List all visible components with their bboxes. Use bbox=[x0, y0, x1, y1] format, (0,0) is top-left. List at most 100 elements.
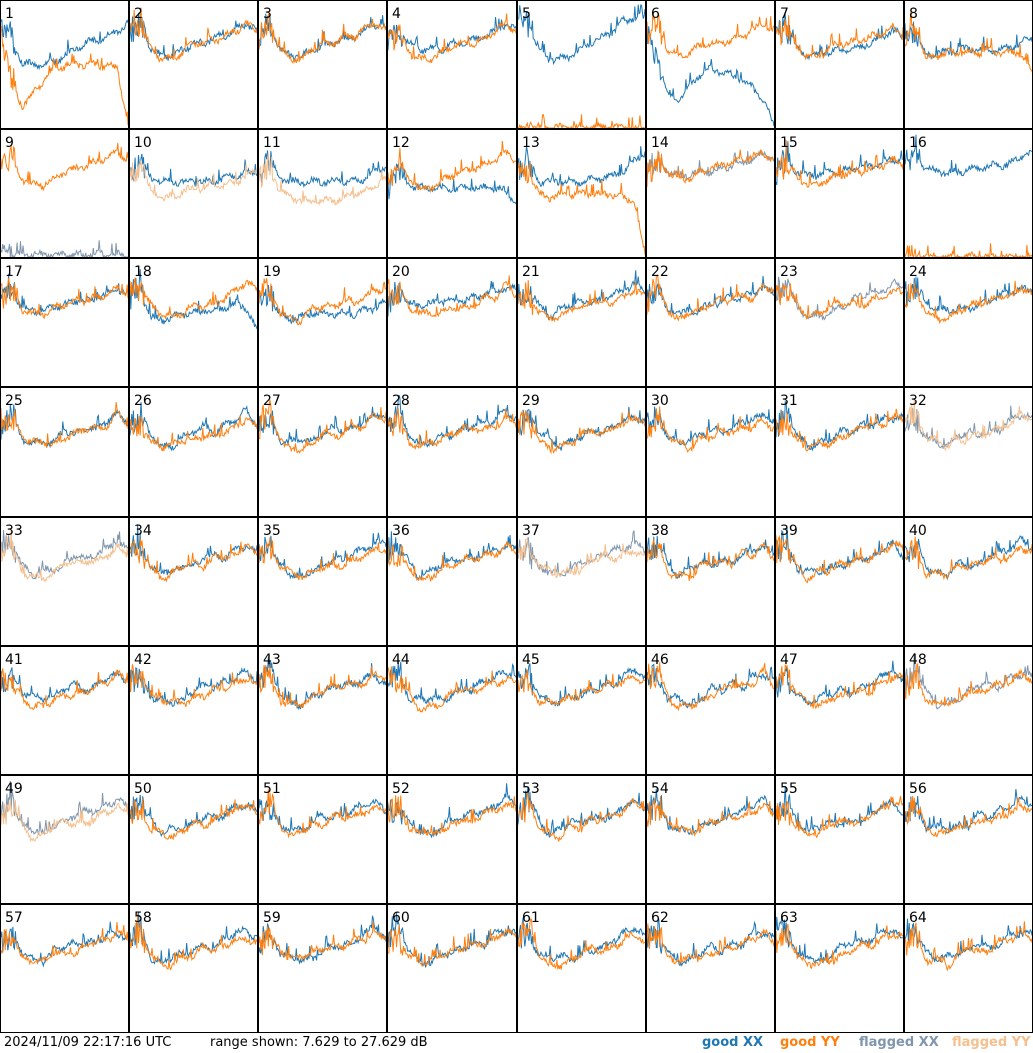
panel-22-yy-series bbox=[646, 274, 775, 322]
panel-64-yy-series bbox=[904, 921, 1033, 972]
panel-62-frame bbox=[646, 904, 775, 1033]
panel-63: 63 bbox=[775, 904, 904, 1033]
panel-18-yy-series bbox=[129, 277, 258, 319]
panel-45-label: 45 bbox=[522, 652, 540, 668]
panel-4: 4 bbox=[387, 0, 517, 129]
panel-1-label: 1 bbox=[5, 6, 14, 22]
panel-35-label: 35 bbox=[263, 523, 281, 539]
panel-11: 11 bbox=[258, 129, 387, 258]
legend-flagged-yy: flagged YY bbox=[952, 1035, 1031, 1050]
panel-39-frame bbox=[775, 517, 904, 646]
panel-51: 51 bbox=[258, 775, 387, 904]
panel-49-yy-series bbox=[0, 797, 129, 842]
panel-21: 21 bbox=[517, 258, 646, 387]
panel-10: 10 bbox=[129, 129, 258, 258]
panel-25-label: 25 bbox=[5, 393, 23, 409]
panel-41-yy-series bbox=[0, 668, 129, 711]
panel-4-xx-series bbox=[387, 17, 517, 55]
panel-44-yy-series bbox=[387, 666, 517, 713]
panel-64-label: 64 bbox=[909, 910, 927, 926]
panel-60-xx-series bbox=[387, 912, 517, 969]
panel-5-yy-series bbox=[518, 114, 645, 129]
panel-38-xx-series bbox=[646, 535, 775, 579]
panel-56: 56 bbox=[904, 775, 1033, 904]
panel-30: 30 bbox=[646, 387, 775, 517]
panel-43-yy-series bbox=[258, 664, 386, 709]
panel-64: 64 bbox=[904, 904, 1033, 1033]
panel-6-xx-series bbox=[646, 26, 775, 127]
panel-23: 23 bbox=[775, 258, 904, 387]
panel-32-yy-series bbox=[904, 398, 1033, 452]
panel-42-xx-series bbox=[129, 666, 258, 707]
panel-25-yy-series bbox=[0, 402, 129, 448]
panel-11-xx-series bbox=[258, 150, 387, 189]
panel-20: 20 bbox=[387, 258, 517, 387]
panel-27-frame bbox=[258, 387, 387, 517]
panel-49-frame bbox=[0, 775, 129, 904]
panel-29-frame bbox=[517, 387, 646, 517]
panel-2: 2 bbox=[129, 0, 258, 129]
panel-39-yy-series bbox=[775, 534, 904, 584]
panel-38: 38 bbox=[646, 517, 775, 646]
panel-50: 50 bbox=[129, 775, 258, 904]
panel-12-frame bbox=[387, 129, 517, 258]
panel-33-yy-series bbox=[0, 528, 129, 583]
panel-32-xx-series bbox=[904, 405, 1033, 449]
panel-53-yy-series bbox=[517, 792, 646, 842]
panel-9-xx-series bbox=[0, 240, 128, 258]
panel-46-yy-series bbox=[646, 662, 775, 712]
panel-55-frame bbox=[775, 775, 904, 904]
panel-51-frame bbox=[258, 775, 387, 904]
panel-13-label: 13 bbox=[522, 135, 540, 151]
panel-15-yy-series bbox=[775, 140, 904, 188]
legend-good-yy: good YY bbox=[780, 1035, 840, 1050]
panel-11-frame bbox=[258, 129, 387, 258]
panel-30-xx-series bbox=[646, 406, 775, 446]
panel-44-frame bbox=[387, 646, 517, 775]
panel-64-xx-series bbox=[904, 918, 1033, 963]
panel-19-xx-series bbox=[258, 284, 386, 325]
panel-47: 47 bbox=[775, 646, 904, 775]
panel-45-yy-series bbox=[517, 669, 646, 707]
panel-5-xx-series bbox=[517, 4, 646, 66]
panel-28: 28 bbox=[387, 387, 517, 517]
panel-34-label: 34 bbox=[134, 523, 152, 539]
panel-30-frame bbox=[646, 387, 775, 517]
panel-63-label: 63 bbox=[780, 910, 798, 926]
panel-59-frame bbox=[258, 904, 387, 1033]
range-label: range shown: 7.629 to 27.629 dB bbox=[210, 1035, 428, 1050]
panel-13-xx-series bbox=[517, 146, 646, 188]
panel-43-frame bbox=[258, 646, 387, 775]
panel-13: 13 bbox=[517, 129, 646, 258]
panel-61-frame bbox=[517, 904, 646, 1033]
panel-52: 52 bbox=[387, 775, 517, 904]
panel-7: 7 bbox=[775, 0, 904, 129]
panel-33-xx-series bbox=[0, 529, 129, 580]
panel-4-label: 4 bbox=[392, 6, 401, 22]
panel-55: 55 bbox=[775, 775, 904, 904]
panel-48-xx-series bbox=[904, 652, 1033, 710]
panel-16-label: 16 bbox=[909, 135, 927, 151]
panel-46-frame bbox=[646, 646, 775, 775]
panel-31-yy-series bbox=[775, 408, 904, 452]
panel-62-yy-series bbox=[646, 923, 775, 965]
legend-good-xx: good XX bbox=[702, 1035, 764, 1050]
panel-28-frame bbox=[387, 387, 517, 517]
panel-11-label: 11 bbox=[263, 135, 281, 151]
panel-36-yy-series bbox=[387, 540, 517, 582]
panel-31-label: 31 bbox=[780, 393, 798, 409]
panel-20-label: 20 bbox=[392, 264, 410, 280]
panel-28-xx-series bbox=[387, 395, 517, 448]
panel-60: 60 bbox=[387, 904, 517, 1033]
panel-28-label: 28 bbox=[392, 393, 410, 409]
panel-35: 35 bbox=[258, 517, 387, 646]
panel-62-xx-series bbox=[646, 918, 775, 967]
panel-50-frame bbox=[129, 775, 258, 904]
panel-21-label: 21 bbox=[522, 264, 540, 280]
panel-40: 40 bbox=[904, 517, 1033, 646]
panel-47-frame bbox=[775, 646, 904, 775]
panel-22-label: 22 bbox=[651, 264, 669, 280]
panel-1-yy-series bbox=[0, 25, 129, 126]
panel-50-label: 50 bbox=[134, 781, 152, 797]
panel-36: 36 bbox=[387, 517, 517, 646]
